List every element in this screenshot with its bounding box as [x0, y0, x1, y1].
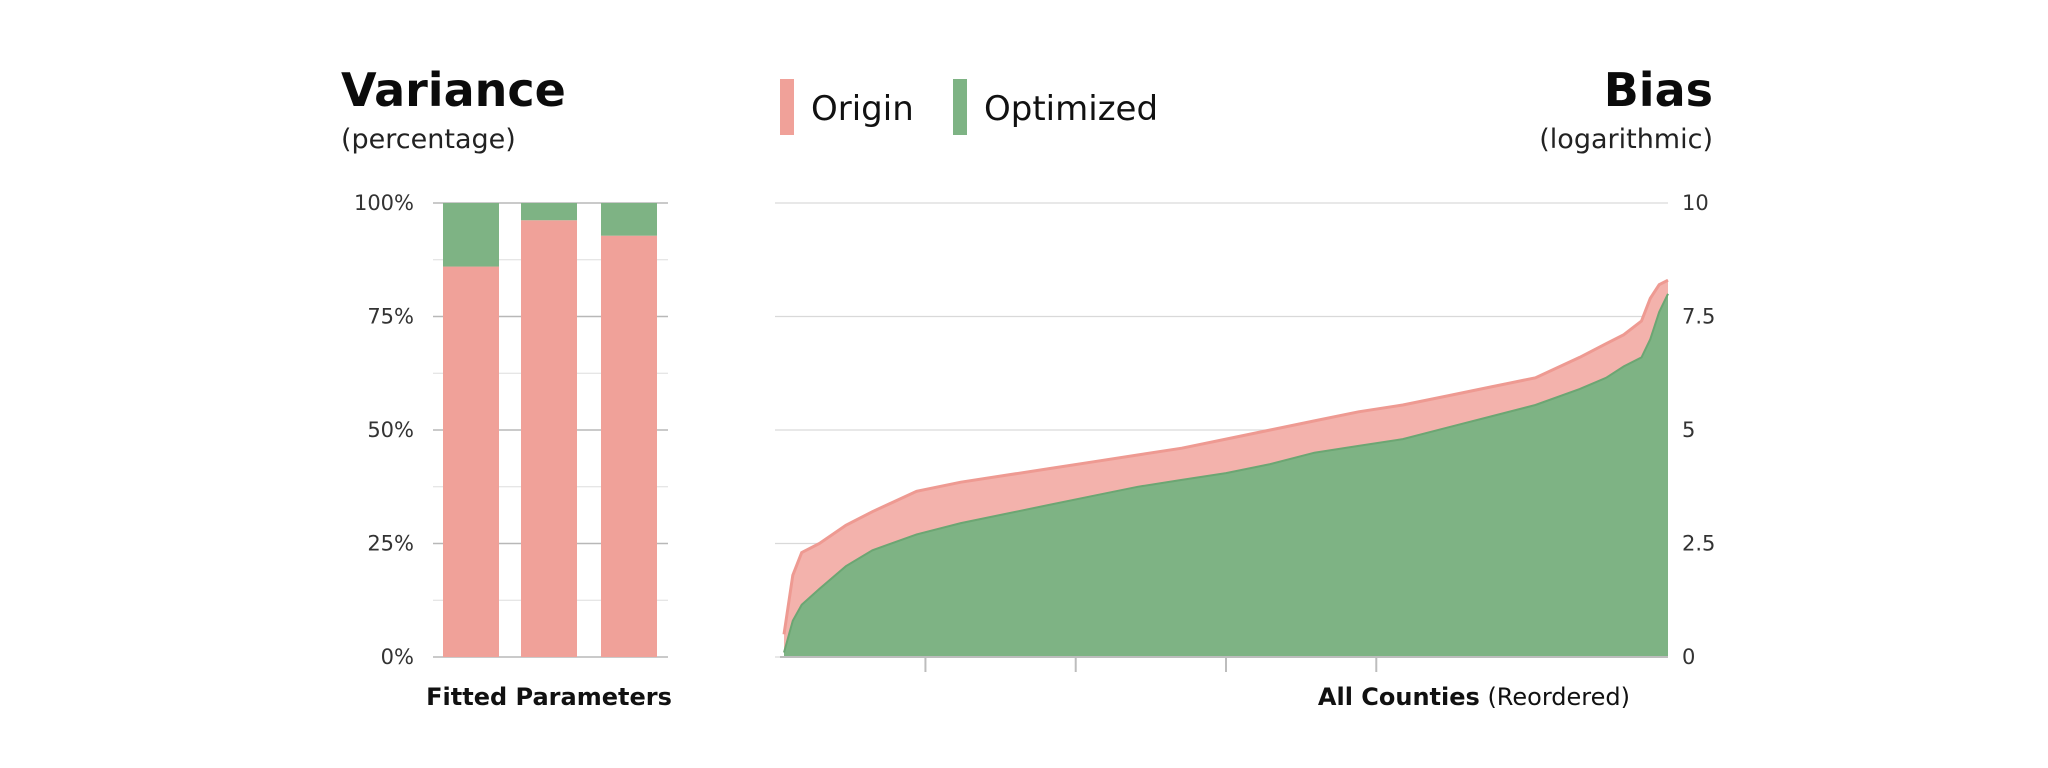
variance-title: Variance [341, 63, 566, 117]
bar-optimized-2 [521, 203, 577, 220]
legend-optimized-label: Optimized [984, 89, 1158, 129]
legend-origin-swatch [780, 79, 794, 135]
bar-optimized-1 [443, 203, 499, 267]
variance-y-tick-label: 100% [354, 191, 414, 215]
bias-y-tick-label: 10 [1682, 191, 1709, 215]
bias-x-label-bold: All Counties [1318, 683, 1480, 711]
bias-y-tick-label: 7.5 [1682, 305, 1715, 329]
legend: Origin Optimized [780, 79, 1158, 135]
variance-y-tick-label: 75% [367, 305, 414, 329]
bar-origin-2 [521, 220, 577, 657]
legend-origin-label: Origin [811, 89, 914, 129]
variance-x-label: Fitted Parameters [426, 683, 672, 711]
bar-origin-1 [443, 267, 499, 657]
bias-subtitle: (logarithmic) [1539, 124, 1713, 155]
bias-title: Bias [1604, 63, 1713, 117]
variance-y-tick-label: 0% [381, 645, 414, 669]
variance-y-ticks: 0% 25% 50% 75% 100% [354, 191, 414, 669]
optimized-area [784, 294, 1668, 657]
variance-bars [443, 203, 657, 657]
bias-x-label: All Counties (Reordered) [1318, 683, 1630, 711]
variance-y-tick-label: 25% [367, 532, 414, 556]
bias-y-tick-label: 0 [1682, 645, 1695, 669]
variance-subtitle: (percentage) [341, 124, 516, 155]
bias-y-tick-label: 5 [1682, 418, 1695, 442]
bar-optimized-3 [601, 203, 657, 236]
legend-optimized-swatch [953, 79, 967, 135]
variance-y-tick-label: 50% [367, 418, 414, 442]
bias-areas [784, 280, 1668, 657]
bar-origin-3 [601, 236, 657, 657]
bias-y-ticks: 0 2.5 5 7.5 10 [1682, 191, 1715, 669]
bias-x-axis [780, 657, 1668, 672]
bias-y-tick-label: 2.5 [1682, 532, 1715, 556]
bias-x-label-rest: (Reordered) [1480, 683, 1630, 711]
